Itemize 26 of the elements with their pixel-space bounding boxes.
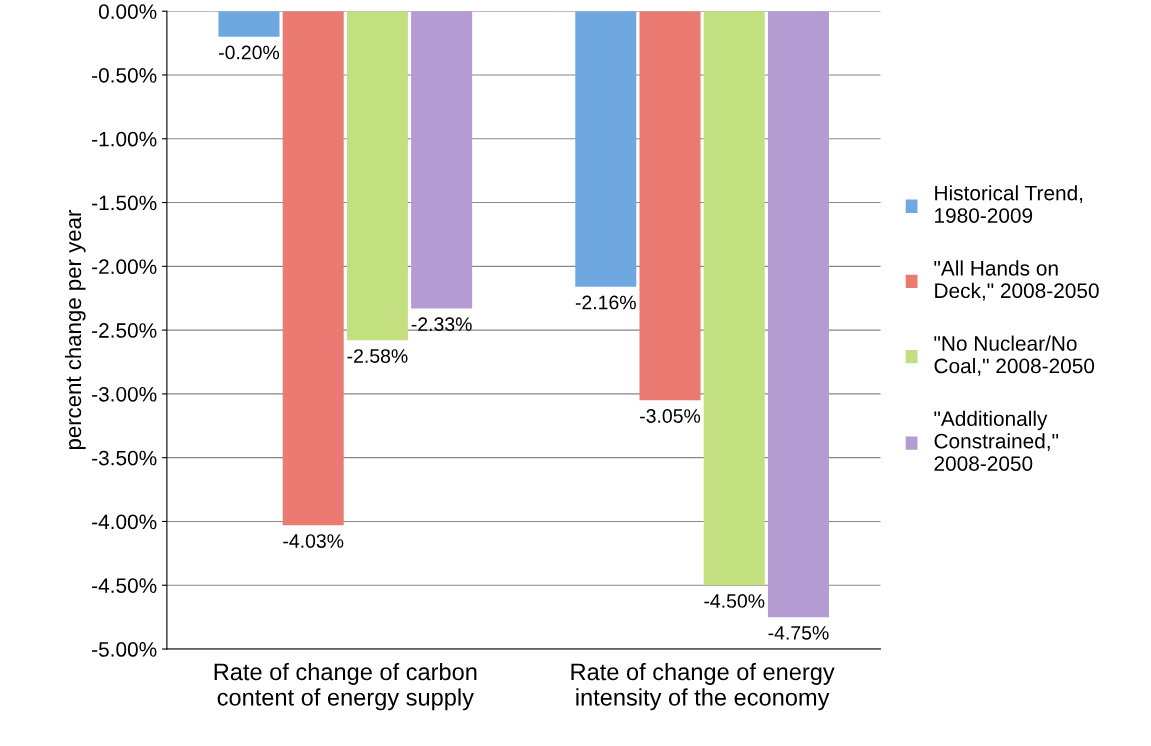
- legend-label: "All Hands on Deck," 2008-2050: [934, 260, 1099, 301]
- y-tick-label: -3.50%: [92, 450, 157, 466]
- y-tick-label: -2.50%: [92, 323, 157, 338]
- legend-label: "Additionally Constrained," 2008-2050: [934, 410, 1059, 471]
- data-label: -2.33%: [411, 317, 472, 332]
- data-label: -0.20%: [219, 45, 280, 60]
- y-tick-label: -0.50%: [92, 67, 157, 83]
- y-tick-label: -4.50%: [92, 578, 157, 593]
- y-tick-label: 0.00%: [98, 4, 157, 19]
- y-axis-title: percent change per year: [64, 210, 86, 450]
- data-label: -2.16%: [575, 295, 636, 310]
- y-tick-label: -1.50%: [92, 195, 157, 211]
- data-label: -2.58%: [347, 349, 408, 363]
- legend-label: "No Nuclear/No Coal," 2008-2050: [934, 335, 1095, 376]
- data-label: -4.03%: [283, 534, 344, 548]
- x-tick-label: Rate of change of carbon content of energy supply: [214, 662, 477, 711]
- y-tick-label: -5.00%: [92, 642, 157, 657]
- legend-label: Historical Trend, 1980-2009: [935, 185, 1083, 223]
- y-tick-label: -4.00%: [92, 514, 157, 530]
- data-label: -4.75%: [768, 626, 829, 640]
- y-tick-label: -1.00%: [92, 131, 157, 147]
- y-tick-label: -3.00%: [92, 386, 157, 402]
- y-tick-label: -2.00%: [92, 259, 157, 275]
- x-tick-label: Rate of change of energy intensity of the economy: [571, 662, 835, 711]
- data-label: -4.50%: [704, 594, 765, 608]
- data-label: -3.05%: [640, 409, 701, 423]
